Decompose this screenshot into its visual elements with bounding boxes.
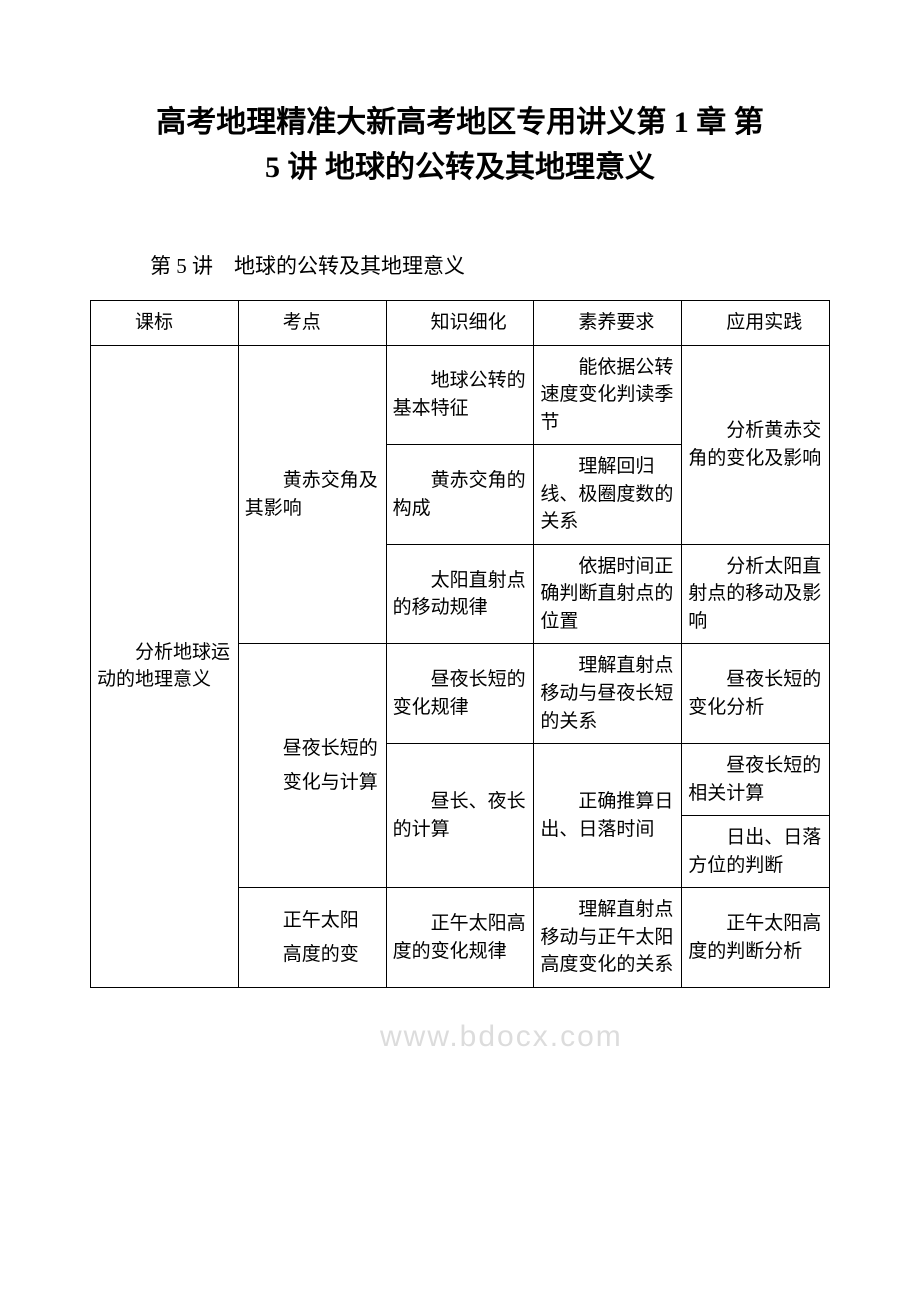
cell-requirement: 理解回归线、极圈度数的关系 bbox=[534, 445, 682, 545]
cell-practice: 昼夜长短的相关计算 bbox=[682, 744, 830, 816]
cell-knowledge: 地球公转的基本特征 bbox=[386, 345, 534, 445]
cell-knowledge: 昼长、夜长的计算 bbox=[386, 744, 534, 888]
cell-practice: 日出、日落方位的判断 bbox=[682, 816, 830, 888]
cell-topic: 正午太阳 高度的变 bbox=[238, 888, 386, 988]
cell-knowledge: 太阳直射点的移动规律 bbox=[386, 544, 534, 644]
page-title: 高考地理精准大新高考地区专用讲义第 1 章 第 5 讲 地球的公转及其地理意义 bbox=[90, 100, 830, 190]
subtitle: 第 5 讲 地球的公转及其地理意义 bbox=[150, 250, 830, 280]
cell-knowledge: 黄赤交角的构成 bbox=[386, 445, 534, 545]
cell-topic-line: 正午太阳 bbox=[245, 907, 380, 935]
table-row: 分析地球运动的地理意义 黄赤交角及其影响 地球公转的基本特征 能依据公转速度变化… bbox=[91, 345, 830, 445]
header-cell: 素养要求 bbox=[534, 301, 682, 346]
header-cell: 课标 bbox=[91, 301, 239, 346]
header-cell: 考点 bbox=[238, 301, 386, 346]
header-cell: 知识细化 bbox=[386, 301, 534, 346]
cell-practice: 分析黄赤交角的变化及影响 bbox=[682, 345, 830, 544]
cell-requirement: 正确推算日出、日落时间 bbox=[534, 744, 682, 888]
cell-topic-line: 变化与计算 bbox=[245, 769, 380, 797]
cell-topic-line: 高度的变 bbox=[245, 941, 380, 969]
cell-requirement: 理解直射点移动与正午太阳高度变化的关系 bbox=[534, 888, 682, 988]
cell-practice: 分析太阳直射点的移动及影响 bbox=[682, 544, 830, 644]
syllabus-table: 课标 考点 知识细化 素养要求 应用实践 分析地球运动的地理意义 黄赤交角及其影… bbox=[90, 300, 830, 988]
cell-topic-line: 昼夜长短的 bbox=[245, 735, 380, 763]
header-cell: 应用实践 bbox=[682, 301, 830, 346]
cell-topic: 昼夜长短的 变化与计算 bbox=[238, 644, 386, 888]
cell-practice: 昼夜长短的变化分析 bbox=[682, 644, 830, 744]
cell-requirement: 理解直射点移动与昼夜长短的关系 bbox=[534, 644, 682, 744]
cell-knowledge: 正午太阳高度的变化规律 bbox=[386, 888, 534, 988]
title-line-2: 5 讲 地球的公转及其地理意义 bbox=[265, 151, 655, 184]
watermark-text: www.bdocx.com bbox=[380, 1020, 623, 1054]
cell-practice: 正午太阳高度的判断分析 bbox=[682, 888, 830, 988]
cell-topic: 黄赤交角及其影响 bbox=[238, 345, 386, 644]
table-header-row: 课标 考点 知识细化 素养要求 应用实践 bbox=[91, 301, 830, 346]
title-line-1: 高考地理精准大新高考地区专用讲义第 1 章 第 bbox=[156, 106, 764, 139]
cell-standard: 分析地球运动的地理意义 bbox=[91, 345, 239, 987]
cell-requirement: 能依据公转速度变化判读季节 bbox=[534, 345, 682, 445]
cell-knowledge: 昼夜长短的变化规律 bbox=[386, 644, 534, 744]
cell-requirement: 依据时间正确判断直射点的位置 bbox=[534, 544, 682, 644]
